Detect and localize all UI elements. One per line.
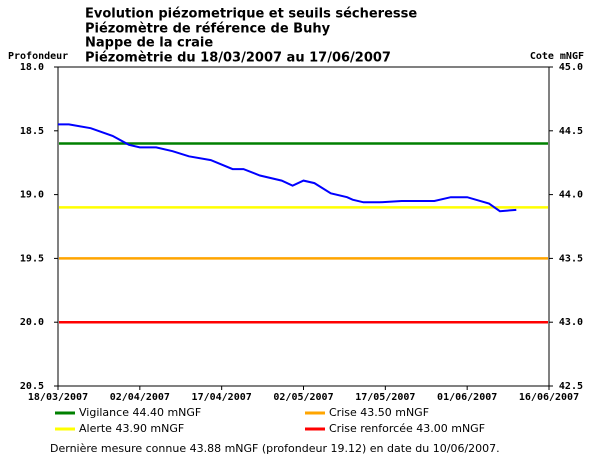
legend-label: Crise 43.50 mNGF [329,406,429,419]
y-tick-label: 19.0 [20,190,44,201]
y2-tick-label: 43.0 [559,317,583,328]
legend-label: Vigilance 44.40 mNGF [79,406,201,419]
title-line: Nappe de la craie [85,36,213,51]
plot-area [57,66,550,387]
y2-tick-label: 44.0 [559,190,583,201]
x-tick-label: 17/05/2007 [355,392,415,403]
y2-tick-label: 42.5 [559,381,583,392]
x-tick-label: 16/06/2007 [519,392,579,403]
title-line: Piézomètre de référence de Buhy [85,22,331,37]
title-line: Evolution piézometrique et seuils sécher… [85,7,417,22]
y2-tick-label: 44.5 [559,126,583,137]
y2-tick-label: 45.0 [559,62,583,73]
series-line [58,123,517,213]
x-tick-label: 18/03/2007 [28,392,88,403]
legend-label: Alerte 43.90 mNGF [79,422,184,435]
y2-tick-label: 43.5 [559,253,583,264]
x-tick-label: 17/04/2007 [192,392,252,403]
x-tick-label: 01/06/2007 [437,392,497,403]
y-tick-label: 18.0 [20,62,44,73]
y-tick-label: 18.5 [20,126,44,137]
footnote: Dernière mesure connue 43.88 mNGF (profo… [50,442,500,455]
y-axis-label: Profondeur [8,51,68,62]
x-tick-label: 02/05/2007 [273,392,333,403]
legend-label: Crise renforcée 43.00 mNGF [329,422,485,435]
x-tick-label: 02/04/2007 [110,392,170,403]
y-tick-label: 20.5 [20,381,44,392]
y-tick-label: 20.0 [20,317,44,328]
y-tick-label: 19.5 [20,253,44,264]
title-line: Piézomètrie du 18/03/2007 au 17/06/2007 [85,51,391,66]
y2-axis-label: Cote mNGF [530,51,584,62]
